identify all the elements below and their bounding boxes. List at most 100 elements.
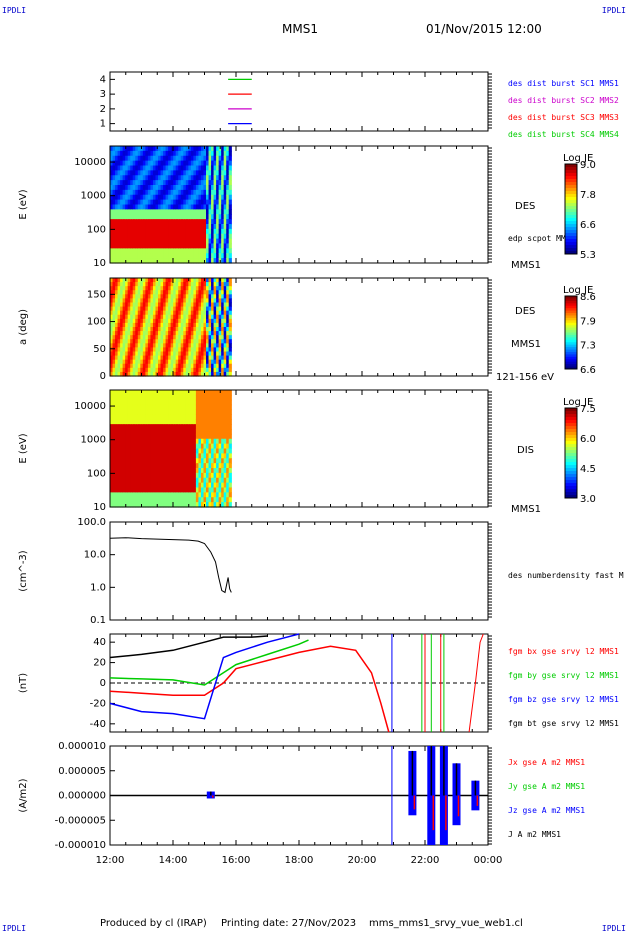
des-pitch-cell <box>206 278 210 283</box>
des-energy-cell <box>155 175 159 181</box>
des-energy-cell <box>206 155 210 162</box>
des-energy-cell <box>190 233 194 240</box>
dis-energy-cell <box>142 390 146 396</box>
des-pitch-cell <box>142 347 146 353</box>
des-pitch-cell <box>223 322 227 328</box>
des-pitch-cell <box>132 278 136 283</box>
dis-energy-cell <box>211 443 215 450</box>
des-energy-cell <box>178 233 182 240</box>
des-energy-cell <box>200 253 205 259</box>
des-pitch-cell <box>175 367 179 373</box>
des-energy-cell <box>228 194 232 201</box>
des-pitch-cell <box>183 351 187 357</box>
des-energy-cell <box>140 214 144 220</box>
dis-energy-cell <box>188 404 192 411</box>
des-pitch-cell <box>168 298 172 304</box>
des-energy-cell <box>193 160 197 167</box>
des-pitch-cell <box>228 322 232 328</box>
des-pitch-cell <box>122 322 126 328</box>
des-pitch-cell <box>127 371 131 377</box>
des-pitch-cell <box>112 298 116 304</box>
dis-energy-cell <box>175 482 179 489</box>
des-energy-satellite: MMS1 <box>511 260 541 271</box>
des-pitch-cell <box>158 355 162 361</box>
des-pitch-cell <box>173 371 177 377</box>
des-energy-colorbar-cell <box>565 182 577 186</box>
des-pitch-cell <box>213 282 217 287</box>
des-pitch-cell <box>117 355 121 361</box>
des-pitch-cell <box>163 278 167 283</box>
dis-energy-cell <box>178 414 182 420</box>
des-energy-cell <box>180 194 184 201</box>
des-pitch-cell <box>211 278 215 283</box>
des-energy-cell <box>208 238 212 245</box>
dis-energy-cell <box>150 492 154 498</box>
availability-ytick-label: 3 <box>100 89 106 100</box>
des-energy-cell <box>183 224 187 230</box>
des-energy-cell <box>137 189 141 196</box>
dis-energy-cell <box>120 414 124 420</box>
des-pitch-cell <box>178 310 182 316</box>
dis-energy-cell <box>200 502 205 508</box>
des-pitch-cell <box>211 367 215 373</box>
dis-energy-cell <box>122 472 126 479</box>
des-pitch-cell <box>155 359 159 365</box>
des-energy-cell <box>165 180 169 186</box>
dis-energy-cell <box>158 492 162 498</box>
des-pitch-cell <box>208 355 212 361</box>
dis-energy-cell <box>170 443 174 450</box>
des-pitch-cell <box>125 339 129 344</box>
des-pitch-cell <box>117 278 121 283</box>
des-energy-cell <box>221 238 225 245</box>
des-pitch-cell <box>165 318 169 324</box>
des-pitch-cell <box>223 314 227 320</box>
des-energy-cell <box>198 253 202 259</box>
des-pitch-cell <box>193 302 197 308</box>
des-pitch-satellite: MMS1 <box>511 339 541 350</box>
des-energy-cell <box>125 209 129 215</box>
des-energy-cell <box>198 189 202 196</box>
des-energy-cell <box>175 194 179 201</box>
des-energy-cell <box>120 248 124 254</box>
dis-energy-cell <box>178 468 182 474</box>
des-pitch-cell <box>226 343 230 349</box>
des-pitch-cell <box>180 310 184 316</box>
des-pitch-cell <box>175 310 179 316</box>
dis-energy-cell <box>190 482 194 489</box>
des-energy-cell <box>130 214 134 220</box>
footer-produced: Produced by cl (IRAP) <box>100 918 207 929</box>
dis-energy-cell <box>112 419 116 425</box>
des-pitch-cell <box>175 351 179 357</box>
des-energy-cell <box>178 194 182 201</box>
dis-energy-cell <box>155 399 159 406</box>
des-energy-cell <box>223 238 227 245</box>
des-energy-cell <box>137 185 141 191</box>
des-energy-cell <box>115 209 119 215</box>
des-pitch-colorbar-cell <box>565 354 577 358</box>
des-energy-cell <box>226 160 230 167</box>
des-pitch-cell <box>152 335 157 340</box>
dis-energy-cell <box>117 463 121 469</box>
des-energy-cell <box>155 233 159 240</box>
dis-energy-cell <box>142 477 146 484</box>
des-pitch-cell <box>155 310 159 316</box>
des-energy-cell <box>130 233 134 240</box>
des-energy-cell <box>137 150 141 157</box>
des-energy-cell <box>158 150 162 157</box>
dis-energy-cell <box>125 497 129 503</box>
des-energy-cell <box>117 214 121 220</box>
des-pitch-cell <box>150 318 154 324</box>
dis-energy-cell <box>226 463 230 469</box>
dis-energy-cell <box>216 477 220 484</box>
dis-energy-cell <box>145 448 149 454</box>
dis-energy-cell <box>112 394 116 401</box>
des-energy-cell <box>226 253 230 259</box>
dis-energy-cell <box>112 487 116 493</box>
des-pitch-cell <box>115 355 119 361</box>
des-energy-colorbar-cell <box>565 200 577 204</box>
des-pitch-cell <box>132 335 136 340</box>
des-pitch-cell <box>120 363 124 369</box>
des-pitch-cell <box>180 335 184 340</box>
des-energy-cell <box>180 175 184 181</box>
des-energy-cell <box>195 258 200 264</box>
